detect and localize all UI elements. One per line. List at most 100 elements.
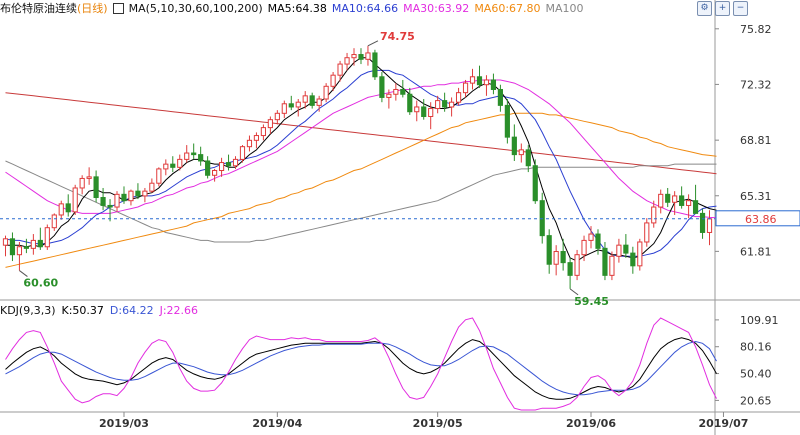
candle-body: [574, 254, 580, 276]
candle-body: [511, 136, 517, 156]
price-tick-label: 75.82: [740, 23, 772, 36]
expand-icon[interactable]: +: [715, 1, 730, 16]
candle-body: [581, 239, 587, 256]
candle-body: [58, 203, 64, 216]
candle-body: [337, 63, 343, 76]
candle-body: [490, 79, 497, 90]
settings-icon[interactable]: ⚙: [697, 1, 712, 16]
candle-body: [274, 112, 280, 121]
time-tick-label: 2019/03: [99, 417, 149, 430]
candle-body: [706, 218, 713, 233]
candle-body: [462, 82, 469, 94]
price-tick-label: 72.32: [740, 78, 772, 91]
candle-body: [525, 149, 531, 167]
candle-body: [379, 76, 385, 98]
candle-body: [205, 160, 211, 176]
candle-body: [2, 238, 9, 246]
kdj-j-line: [5, 317, 717, 411]
ma-toggle-icon[interactable]: [112, 2, 124, 14]
period-label[interactable]: (日线): [77, 2, 108, 15]
candle-body: [567, 262, 573, 276]
candle-body: [679, 195, 685, 206]
candle-body: [100, 197, 106, 206]
candle-body: [184, 152, 190, 160]
candle-body: [218, 162, 225, 172]
candle-body: [121, 193, 127, 202]
candle-body: [651, 206, 657, 224]
candle-body: [72, 187, 78, 213]
kdj-d-line: [5, 340, 717, 396]
candle-body: [149, 182, 155, 192]
candle-body: [107, 204, 113, 208]
candle-body: [497, 88, 503, 106]
kdj-params-label[interactable]: KDJ(9,3,3): [0, 303, 56, 317]
candle-body: [602, 247, 608, 276]
ma60-line: [5, 112, 717, 268]
ma30-label: MA30:63.92: [403, 1, 470, 15]
current-price-label: 63.86: [745, 213, 777, 226]
candle-body: [65, 203, 71, 213]
candle-body: [212, 170, 218, 176]
annotation-pointer: [569, 288, 579, 296]
candle-body: [532, 165, 538, 202]
candle-body: [316, 98, 322, 106]
ma10-line: [5, 69, 717, 257]
candle-body: [637, 241, 643, 267]
ma100-label: MA100: [545, 1, 584, 15]
chart-toolbar: ⚙ + −: [697, 1, 748, 16]
ma-params-label[interactable]: MA(5,10,30,60,100,200): [128, 1, 263, 15]
candle-body: [365, 52, 371, 60]
ma60-label: MA60:67.80: [474, 1, 541, 15]
candle-body: [560, 251, 566, 264]
candle-body: [609, 255, 615, 276]
candle-body: [699, 212, 706, 233]
shrink-icon[interactable]: −: [733, 1, 748, 16]
price-tick-label: 65.31: [740, 190, 772, 203]
candle-body: [135, 190, 141, 197]
ma100-line: [5, 160, 717, 243]
candle-body: [156, 168, 162, 184]
candle-body: [23, 246, 29, 249]
kdj-j-label: J:22.66: [159, 303, 199, 317]
candle-body: [37, 239, 43, 248]
kdj-k-label: K:50.37: [61, 303, 104, 317]
candle-body: [79, 177, 85, 189]
candle-body: [435, 100, 441, 110]
time-tick-label: 2019/04: [252, 417, 302, 430]
candle-body: [30, 239, 36, 249]
candle-body: [191, 152, 197, 156]
candle-body: [351, 54, 357, 59]
price-tick-label: 61.81: [740, 245, 772, 258]
current-price-box: [715, 210, 800, 227]
candle-body: [616, 244, 622, 257]
candle-body: [93, 176, 99, 199]
ma200-line: [5, 92, 717, 175]
candle-body: [239, 146, 246, 160]
low-price-annotation: 60.60: [23, 277, 58, 290]
candle-body: [267, 119, 273, 129]
candle-body: [163, 163, 169, 170]
candle-body: [449, 101, 455, 108]
candle-body: [442, 100, 448, 108]
instrument-title: 布伦特原油连续: [0, 2, 77, 15]
candle-body: [428, 108, 434, 117]
candle-body: [476, 76, 483, 86]
low-price-annotation: 59.45: [574, 295, 609, 308]
candle-body: [407, 93, 413, 113]
kdj-k-line: [5, 337, 717, 400]
kdj-tick-label: 80.16: [740, 341, 772, 354]
ma10-label: MA10:64.66: [331, 1, 399, 15]
ma30-line: [5, 79, 717, 219]
candle-body: [295, 101, 301, 108]
kdj-tick-label: 20.65: [740, 394, 772, 407]
candle-body: [253, 135, 260, 141]
candle-body: [483, 79, 490, 86]
high-price-annotation: 74.75: [380, 30, 415, 43]
candle-body: [518, 149, 524, 156]
candle-body: [421, 106, 427, 117]
ma5-label: MA5:64.38: [267, 1, 327, 15]
kdj-tick-label: 109.91: [740, 314, 779, 327]
candle-body: [225, 162, 232, 167]
candle-body: [170, 163, 176, 168]
